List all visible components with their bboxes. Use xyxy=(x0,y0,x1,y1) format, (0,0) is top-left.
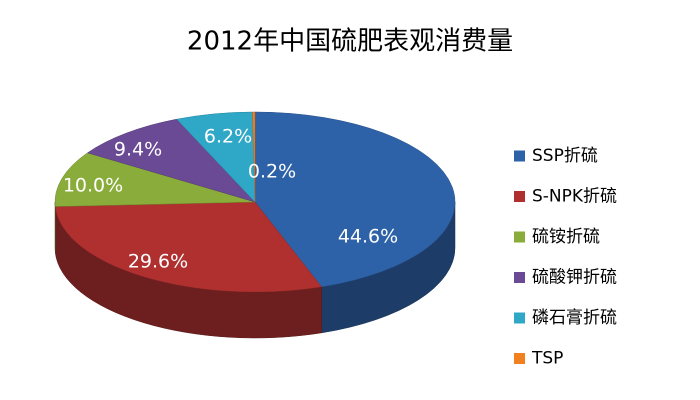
legend-label: S-NPK折硫 xyxy=(532,187,617,207)
value-label: 6.2% xyxy=(204,126,252,148)
legend-label: 硫酸钾折硫 xyxy=(532,268,617,288)
slice-top xyxy=(254,111,456,288)
value-label: 44.6% xyxy=(338,226,398,248)
pie-slice xyxy=(254,111,456,334)
pie-slice xyxy=(252,111,256,203)
pie-slice xyxy=(54,152,256,253)
legend-label: 磷石膏折硫 xyxy=(532,307,617,328)
pie-slice xyxy=(86,118,256,203)
legend-swatch xyxy=(514,272,525,283)
legend-swatch xyxy=(514,150,525,162)
legend-swatch xyxy=(514,191,525,202)
value-label: 10.0% xyxy=(63,175,123,197)
slice-top xyxy=(86,118,256,203)
value-label: 9.4% xyxy=(114,139,162,161)
legend-swatch xyxy=(514,312,525,324)
value-label: 29.6% xyxy=(128,251,188,273)
value-label: 0.2% xyxy=(248,161,296,183)
legend-label: SSP折硫 xyxy=(532,146,598,166)
legend-swatch xyxy=(514,231,525,243)
legend-label: 硫铵折硫 xyxy=(532,227,600,247)
slice-top xyxy=(54,201,323,293)
chart-title: 2012年中国硫肥表观消费量 xyxy=(187,27,513,57)
slice-top xyxy=(54,152,256,207)
slice-top xyxy=(252,111,256,203)
legend-label: TSP xyxy=(531,349,563,369)
legend-swatch xyxy=(514,353,525,364)
